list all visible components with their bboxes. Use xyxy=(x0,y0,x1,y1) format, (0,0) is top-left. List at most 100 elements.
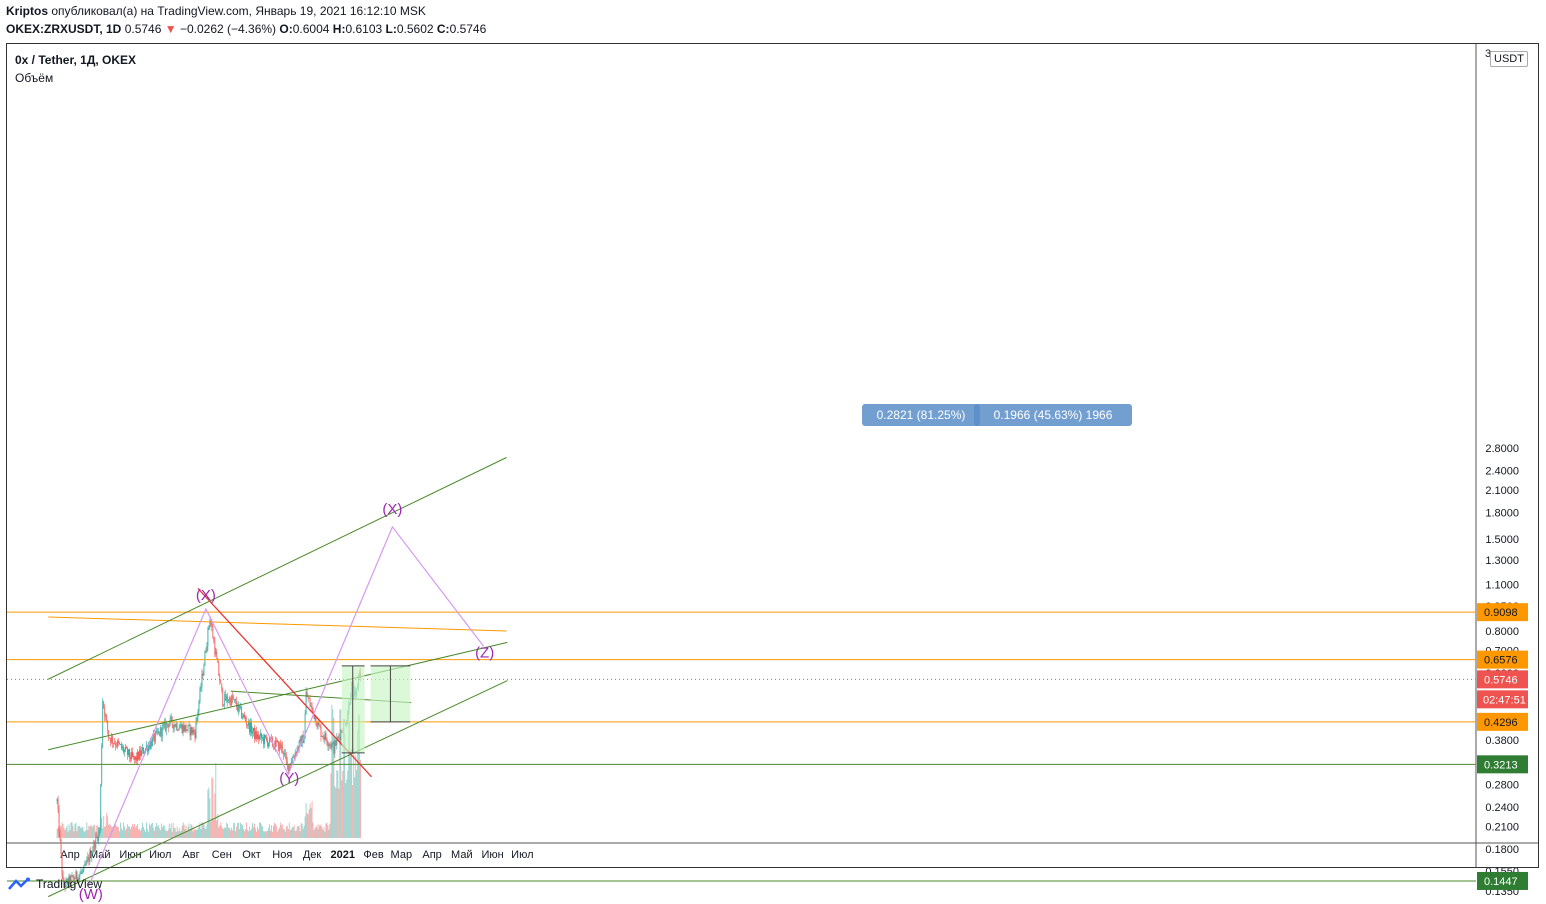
x-tick-label: Май xyxy=(89,849,111,861)
volume-bar xyxy=(230,830,232,838)
volume-bar xyxy=(212,778,214,838)
candle-body xyxy=(246,720,247,725)
volume-bar xyxy=(288,822,290,838)
volume-bar xyxy=(161,827,163,838)
candle-body xyxy=(136,756,137,761)
candle-body xyxy=(63,881,65,886)
candle-body xyxy=(230,698,232,706)
high-value: 0.6103 xyxy=(345,22,383,36)
candle-body xyxy=(253,727,254,732)
candle-body xyxy=(208,626,210,628)
tradingview-logo[interactable]: TradingView xyxy=(8,877,102,891)
volume-bar xyxy=(114,825,116,838)
last-price: 0.5746 xyxy=(124,22,162,36)
candle-body xyxy=(193,729,195,733)
candle-body xyxy=(98,830,100,842)
candle-body xyxy=(151,737,153,747)
close-value: 0.5746 xyxy=(449,22,487,36)
volume-bar xyxy=(158,827,160,838)
candle-body xyxy=(337,736,339,738)
volume-bar xyxy=(168,823,170,838)
volume-bar xyxy=(311,800,313,838)
volume-bar xyxy=(328,829,330,838)
volume-bar xyxy=(324,831,326,838)
volume-bar xyxy=(166,831,168,838)
volume-bar xyxy=(273,822,275,838)
candle-body xyxy=(77,878,79,882)
y-tick-label: 1.5000 xyxy=(1485,534,1519,546)
candle-body xyxy=(314,717,316,719)
volume-bar xyxy=(297,826,299,838)
volume-bar xyxy=(113,827,115,838)
upper-channel-line xyxy=(47,457,507,680)
x-tick-label: Июн xyxy=(481,849,503,861)
volume-bar xyxy=(259,822,260,838)
volume-bar xyxy=(314,827,316,838)
volume-bar xyxy=(356,770,358,838)
price-axis-label-bg xyxy=(1477,871,1528,890)
volume-bar xyxy=(145,822,147,838)
volume-bar xyxy=(67,831,69,838)
volume-bar xyxy=(244,831,245,838)
candle-body xyxy=(105,715,107,717)
candle-body xyxy=(198,701,200,712)
volume-bar xyxy=(143,826,144,838)
volume-bar xyxy=(337,770,339,838)
volume-bar xyxy=(334,786,336,838)
volume-bar xyxy=(200,829,202,838)
candle-body xyxy=(97,836,99,842)
symbol-label: OKEX:ZRXUSDT, 1D xyxy=(6,22,122,36)
currency-button[interactable]: USDT xyxy=(1490,51,1528,67)
countdown-label-bg xyxy=(1477,690,1528,709)
volume-bar xyxy=(183,824,185,838)
volume-bar xyxy=(117,826,119,838)
low-value: 0.5602 xyxy=(396,22,434,36)
candle-body xyxy=(68,876,70,885)
volume-bar xyxy=(284,831,286,838)
volume-bar xyxy=(241,823,243,838)
volume-bar xyxy=(305,803,307,838)
volume-bar xyxy=(198,825,200,838)
candle-body xyxy=(334,740,336,754)
volume-bar xyxy=(82,826,84,838)
volume-bar xyxy=(189,829,191,838)
candle-body xyxy=(173,724,175,729)
volume-bar xyxy=(139,829,140,838)
volume-bar xyxy=(333,718,335,838)
volume-bar xyxy=(125,829,126,838)
volume-bar xyxy=(312,822,314,838)
price-axis-label: 0.3213 xyxy=(1484,759,1518,771)
candle-body xyxy=(116,745,118,747)
volume-bar xyxy=(342,770,344,838)
candle-body xyxy=(106,715,108,721)
candle-body xyxy=(326,739,328,744)
volume-bar xyxy=(119,831,120,838)
candle-body xyxy=(299,738,301,741)
volume-bar xyxy=(317,828,319,838)
volume-bar xyxy=(231,827,233,838)
candle-body xyxy=(227,696,229,702)
volume-bar xyxy=(220,822,222,838)
candle-body xyxy=(325,733,327,740)
price-change: −0.0262 (−4.36%) xyxy=(179,22,277,36)
volume-bar xyxy=(144,829,145,838)
volume-bar xyxy=(163,825,165,838)
candle-body xyxy=(213,638,215,642)
candle-body xyxy=(259,736,260,740)
author-name[interactable]: Kriptos xyxy=(6,4,48,18)
publish-info: Kriptos опубликовал(а) на TradingView.co… xyxy=(6,4,426,18)
candle-body xyxy=(206,645,208,653)
wave-label: (W) xyxy=(79,886,103,903)
candle-body xyxy=(199,688,201,702)
volume-bar xyxy=(197,828,199,838)
volume-bar xyxy=(89,826,91,838)
volume-bar xyxy=(76,831,78,838)
volume-bar xyxy=(260,822,261,838)
x-tick-label: Май xyxy=(451,849,473,861)
volume-bar xyxy=(234,822,236,838)
volume-bar xyxy=(308,809,310,838)
volume-bar xyxy=(327,825,329,838)
x-tick-label: Июл xyxy=(511,849,533,861)
tradingview-logo-icon xyxy=(8,877,30,890)
